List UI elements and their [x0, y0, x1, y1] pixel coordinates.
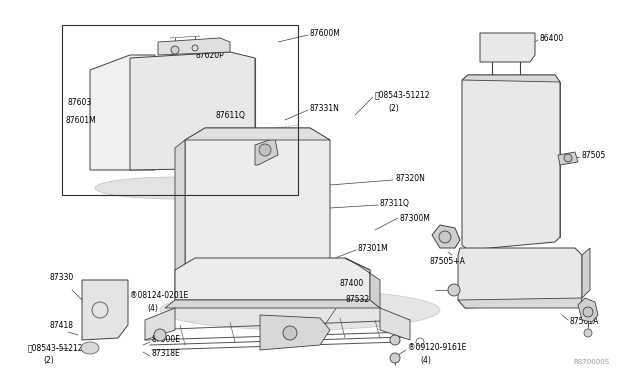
Text: ®08124-0201E: ®08124-0201E — [130, 291, 188, 299]
Text: R870000S: R870000S — [574, 359, 610, 365]
Text: 87505+A: 87505+A — [430, 257, 466, 266]
Bar — [62, 25, 298, 195]
Polygon shape — [90, 55, 155, 170]
Text: 87505: 87505 — [582, 151, 606, 160]
Text: 87600M: 87600M — [310, 29, 341, 38]
Text: 87601M: 87601M — [66, 115, 97, 125]
Circle shape — [390, 353, 400, 363]
Text: 87318E: 87318E — [152, 350, 180, 359]
Text: 87603: 87603 — [68, 97, 92, 106]
Polygon shape — [458, 248, 582, 308]
Circle shape — [259, 144, 271, 156]
Ellipse shape — [160, 290, 440, 330]
Text: 87501A: 87501A — [570, 317, 600, 327]
Polygon shape — [130, 52, 255, 170]
Polygon shape — [558, 152, 578, 165]
Polygon shape — [165, 300, 380, 308]
Circle shape — [583, 307, 593, 317]
Polygon shape — [345, 258, 380, 308]
Polygon shape — [255, 138, 278, 165]
Polygon shape — [158, 38, 230, 55]
Polygon shape — [458, 298, 582, 308]
Text: Ⓢ08543-51212: Ⓢ08543-51212 — [28, 343, 83, 353]
Circle shape — [439, 231, 451, 243]
Polygon shape — [185, 128, 330, 295]
Circle shape — [283, 326, 297, 340]
Text: 87602: 87602 — [197, 39, 221, 48]
Circle shape — [154, 329, 166, 341]
Polygon shape — [175, 258, 370, 300]
Text: 87620P: 87620P — [195, 51, 224, 60]
Polygon shape — [82, 280, 128, 340]
Text: 87300E: 87300E — [152, 336, 181, 344]
Circle shape — [564, 154, 572, 162]
Polygon shape — [432, 225, 460, 248]
Polygon shape — [145, 308, 175, 340]
Polygon shape — [480, 33, 535, 62]
Text: ®09120-9161E: ®09120-9161E — [408, 343, 467, 353]
Text: 87330: 87330 — [50, 273, 74, 282]
Text: 86400: 86400 — [540, 33, 564, 42]
Circle shape — [171, 46, 179, 54]
Text: 87301M: 87301M — [358, 244, 388, 253]
Polygon shape — [185, 128, 330, 140]
Text: 87532: 87532 — [345, 295, 369, 305]
Polygon shape — [380, 308, 410, 340]
Text: 87400: 87400 — [340, 279, 364, 288]
Circle shape — [584, 329, 592, 337]
Polygon shape — [578, 298, 598, 322]
Polygon shape — [175, 140, 185, 300]
Text: (2): (2) — [388, 103, 399, 112]
Circle shape — [448, 284, 460, 296]
Ellipse shape — [81, 342, 99, 354]
Text: 87611Q: 87611Q — [215, 110, 245, 119]
Polygon shape — [462, 75, 560, 250]
Polygon shape — [462, 75, 560, 82]
Ellipse shape — [95, 177, 255, 199]
Text: 87300M: 87300M — [400, 214, 431, 222]
Text: 87311Q: 87311Q — [380, 199, 410, 208]
Text: 87418: 87418 — [50, 321, 74, 330]
Text: 87320N: 87320N — [395, 173, 425, 183]
Text: Ⓢ08543-51212: Ⓢ08543-51212 — [375, 90, 431, 99]
Circle shape — [390, 335, 400, 345]
Polygon shape — [582, 248, 590, 298]
Text: (2): (2) — [43, 356, 54, 365]
Polygon shape — [260, 315, 330, 350]
Text: 87331N: 87331N — [310, 103, 340, 112]
Text: (4): (4) — [420, 356, 431, 365]
Text: (4): (4) — [147, 304, 158, 312]
